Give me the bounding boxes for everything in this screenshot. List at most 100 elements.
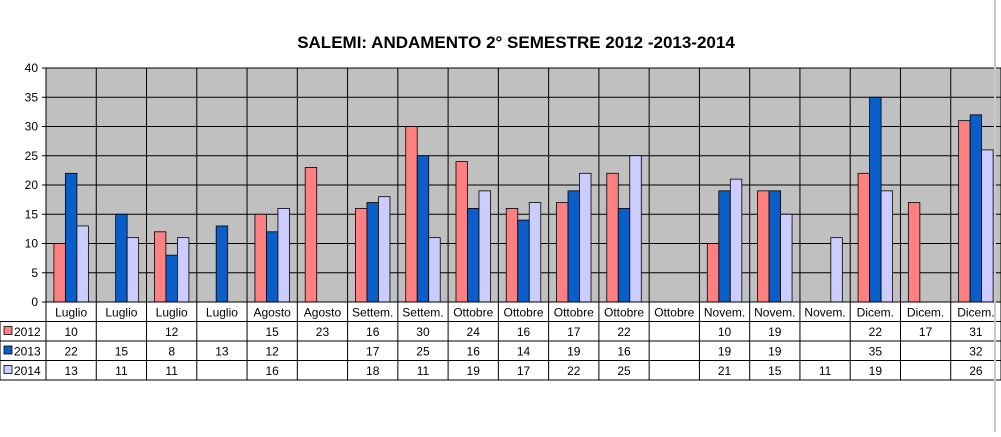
data-label: 10 <box>718 325 732 339</box>
data-label: 16 <box>467 345 481 359</box>
data-label: 32 <box>969 345 983 359</box>
y-tick-label: 40 <box>25 61 39 75</box>
bar-2013 <box>617 207 631 303</box>
y-tick-label: 35 <box>25 90 39 104</box>
data-label: 35 <box>869 345 883 359</box>
data-label: 26 <box>969 364 983 378</box>
x-category-label: Agosto <box>254 306 292 320</box>
data-label: 18 <box>366 364 380 378</box>
x-category-label: Agosto <box>304 306 342 320</box>
bar-2014 <box>277 207 290 303</box>
x-category-label: Settem. <box>402 306 443 320</box>
bar-2012 <box>907 202 921 303</box>
legend-key-2014 <box>3 365 13 374</box>
bar-2014 <box>981 149 994 303</box>
y-tick-label: 20 <box>25 178 39 192</box>
bar-2014 <box>478 190 491 303</box>
x-category-label: Ottobre <box>654 306 694 320</box>
bar-2013 <box>718 190 731 303</box>
bar-2013 <box>366 202 379 303</box>
data-label: 22 <box>64 345 78 359</box>
data-label: 31 <box>969 325 983 339</box>
x-category-label: Dicem. <box>857 306 894 320</box>
bar-2014 <box>76 225 89 303</box>
legend-key-2013 <box>3 345 13 355</box>
x-category-label: Ottobre <box>604 306 644 320</box>
x-category-label: Luglio <box>105 306 137 320</box>
data-label: 16 <box>366 325 380 339</box>
bar-2013 <box>869 96 882 303</box>
data-label: 19 <box>718 345 732 359</box>
data-label: 30 <box>416 325 430 339</box>
bar-2013 <box>115 213 128 303</box>
data-label: 10 <box>64 325 78 339</box>
bar-2013 <box>467 207 480 303</box>
bar-2013 <box>567 190 580 303</box>
data-label: 15 <box>266 325 280 339</box>
window-edge <box>994 0 996 432</box>
bar-2013 <box>969 114 983 303</box>
data-label: 22 <box>567 364 581 378</box>
bar-2013 <box>165 254 178 303</box>
data-label: 11 <box>115 364 128 378</box>
bar-2012 <box>455 161 468 303</box>
chart-title: SALEMI: ANDAMENTO 2° SEMESTRE 2012 -2013… <box>297 33 735 52</box>
bar-2012 <box>304 167 318 303</box>
bar-2013 <box>215 225 229 303</box>
plot-border <box>45 67 1001 303</box>
legend-label: 2014 <box>14 364 41 378</box>
data-label: 8 <box>168 345 175 359</box>
data-label: 23 <box>316 325 330 339</box>
data-label: 15 <box>115 345 129 359</box>
bar-2012 <box>606 172 619 303</box>
bar-2012 <box>505 207 519 303</box>
x-category-label: Ottobre <box>503 306 543 320</box>
plot-area: 0 5 10 15 20 25 30 35 40 <box>25 61 1001 309</box>
bar-2014 <box>780 213 793 303</box>
x-category-label: Luglio <box>156 306 188 320</box>
data-label: 25 <box>617 364 631 378</box>
data-label: 19 <box>567 345 581 359</box>
data-label: 19 <box>768 345 782 359</box>
bar-2012 <box>556 202 569 303</box>
data-label: 16 <box>517 325 531 339</box>
bar-2013 <box>768 190 781 303</box>
x-category-label: Dicem. <box>907 306 944 320</box>
bar-2014 <box>629 155 642 303</box>
y-tick-label: 15 <box>25 207 39 221</box>
bar-2014 <box>830 237 843 303</box>
data-label: 16 <box>617 345 631 359</box>
data-label: 15 <box>768 364 782 378</box>
data-table: Luglio Luglio Luglio Luglio Agosto Agosto Sett… <box>0 302 1001 381</box>
data-label: 11 <box>819 364 832 378</box>
bar-2012 <box>857 172 870 303</box>
bar-2013 <box>416 155 430 303</box>
bar-2014 <box>579 172 592 303</box>
x-category-label: Settem. <box>352 306 393 320</box>
data-label: 19 <box>768 325 782 339</box>
data-label: 22 <box>617 325 631 339</box>
bar-2013 <box>517 219 530 303</box>
bar-2013 <box>64 172 78 303</box>
data-label: 12 <box>266 345 280 359</box>
x-category-label: Ottobre <box>453 306 493 320</box>
y-tick-label: 30 <box>25 120 39 134</box>
x-category-label: Novem. <box>754 306 795 320</box>
data-label: 21 <box>718 364 732 378</box>
bar-2012 <box>706 243 720 303</box>
x-category-label: Dicem. <box>957 306 994 320</box>
bar-2014 <box>880 190 893 303</box>
x-category-label: Novem. <box>804 306 845 320</box>
legend-key-2012 <box>3 326 13 335</box>
bar-2012 <box>53 243 66 303</box>
bar-2014 <box>378 196 391 303</box>
bar-2012 <box>154 231 167 303</box>
data-label: 11 <box>165 364 178 378</box>
y-tick-label: 10 <box>25 237 39 251</box>
data-label: 16 <box>266 364 280 378</box>
data-label: 17 <box>567 325 581 339</box>
bar-2012 <box>254 213 267 303</box>
bar-2014 <box>177 237 190 303</box>
data-label: 13 <box>215 345 229 359</box>
